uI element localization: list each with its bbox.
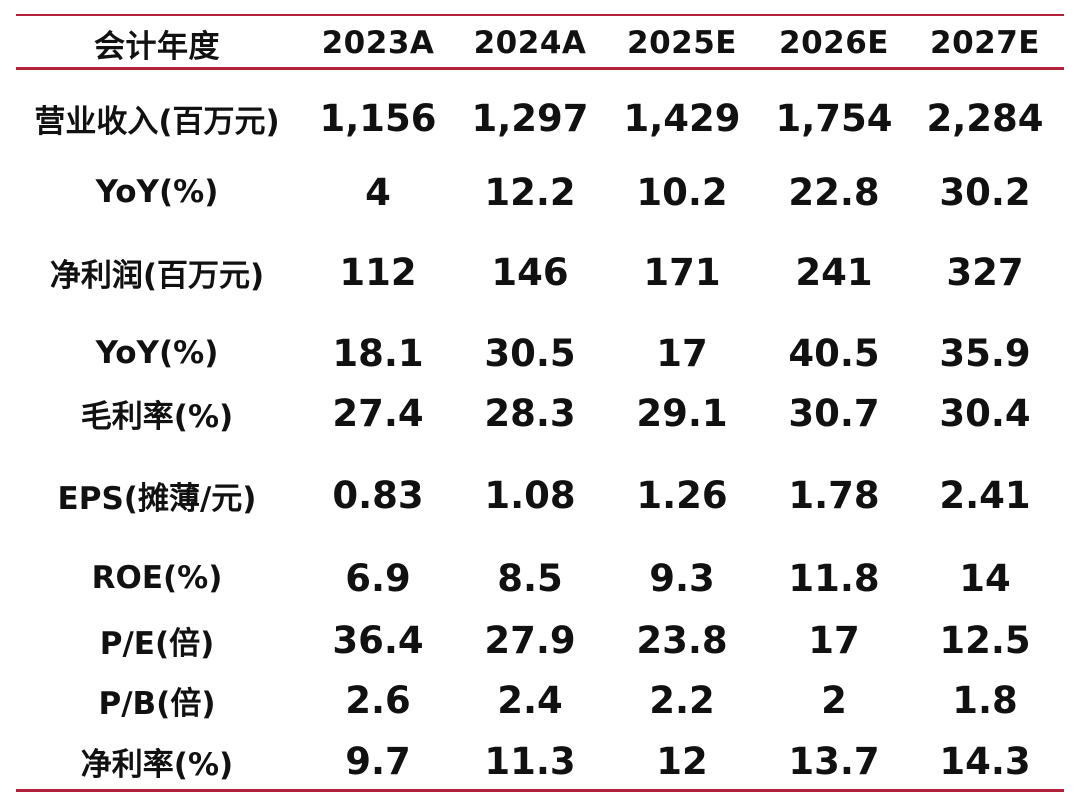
table-cell: 1.8 <box>952 678 1018 722</box>
table-cell: 10.2 <box>636 170 728 214</box>
table-row: YoY(%) 4 12.2 10.2 22.8 30.2 <box>16 162 1064 222</box>
table-cell: 27.9 <box>484 618 576 662</box>
table-cell: 1.08 <box>484 473 576 517</box>
table-cell: 17 <box>656 331 708 375</box>
table-cell: 22.8 <box>788 170 880 214</box>
table-cell: 1,754 <box>775 96 893 140</box>
row-label: 毛利率(%) <box>80 398 234 435</box>
bottom-rule <box>16 789 1064 792</box>
table-cell: 27.4 <box>332 391 424 435</box>
table-header-row: 会计年度 2023A 2024A 2025E 2026E 2027E <box>16 13 1064 73</box>
header-2027e: 2027E <box>930 25 1040 61</box>
row-label: YoY(%) <box>95 174 219 210</box>
table-cell: 1.26 <box>636 473 728 517</box>
table-cell: 171 <box>643 250 721 294</box>
table-cell: 1,156 <box>319 96 437 140</box>
table-row: 营业收入(百万元) 1,156 1,297 1,429 1,754 2,284 <box>16 88 1064 148</box>
table-cell: 2.6 <box>345 678 411 722</box>
table-cell: 2,284 <box>926 96 1044 140</box>
table-cell: 30.7 <box>788 391 880 435</box>
header-fiscal-year: 会计年度 <box>94 28 220 65</box>
table-cell: 4 <box>365 170 391 214</box>
row-label: 净利率(%) <box>80 746 234 783</box>
table-cell: 327 <box>946 250 1024 294</box>
table-cell: 30.4 <box>939 391 1031 435</box>
table-cell: 17 <box>808 618 860 662</box>
table-cell: 112 <box>339 250 417 294</box>
row-label: 营业收入(百万元) <box>34 103 280 140</box>
table-cell: 12.2 <box>484 170 576 214</box>
table-cell: 23.8 <box>636 618 728 662</box>
table-cell: 35.9 <box>939 331 1031 375</box>
table-row: YoY(%) 18.1 30.5 17 40.5 35.9 <box>16 323 1064 383</box>
table-cell: 11.8 <box>788 556 880 600</box>
header-2026e: 2026E <box>779 25 889 61</box>
table-cell: 6.9 <box>345 556 411 600</box>
table-cell: 146 <box>491 250 569 294</box>
table-cell: 2.4 <box>497 678 563 722</box>
table-cell: 2.41 <box>939 473 1031 517</box>
table-cell: 30.2 <box>939 170 1031 214</box>
table-cell: 2.2 <box>649 678 715 722</box>
table-cell: 40.5 <box>788 331 880 375</box>
table-row: EPS(摊薄/元) 0.83 1.08 1.26 1.78 2.41 <box>16 465 1064 525</box>
table-cell: 12.5 <box>939 618 1031 662</box>
table-cell: 29.1 <box>636 391 728 435</box>
table-cell: 14 <box>959 556 1011 600</box>
row-label: P/B(倍) <box>98 685 216 722</box>
table-cell: 1,297 <box>471 96 589 140</box>
table-cell: 13.7 <box>788 739 880 783</box>
table-cell: 9.7 <box>345 739 411 783</box>
header-rule <box>16 67 1064 70</box>
header-2024a: 2024A <box>473 25 587 61</box>
top-rule <box>16 14 1064 16</box>
table-row: P/B(倍) 2.6 2.4 2.2 2 1.8 <box>16 670 1064 730</box>
table-cell: 12 <box>656 739 708 783</box>
table-cell: 1.78 <box>788 473 880 517</box>
table-row: 净利率(%) 9.7 11.3 12 13.7 14.3 <box>16 731 1064 791</box>
row-label: YoY(%) <box>95 335 219 371</box>
table-cell: 2 <box>821 678 847 722</box>
table-row: ROE(%) 6.9 8.5 9.3 11.8 14 <box>16 548 1064 608</box>
table-cell: 18.1 <box>332 331 424 375</box>
table-row: 毛利率(%) 27.4 28.3 29.1 30.7 30.4 <box>16 383 1064 443</box>
header-2025e: 2025E <box>627 25 737 61</box>
table-cell: 1,429 <box>623 96 741 140</box>
row-label: EPS(摊薄/元) <box>57 480 257 517</box>
financial-forecast-table: 会计年度 2023A 2024A 2025E 2026E 2027E 营业收入(… <box>16 0 1064 808</box>
table-row: P/E(倍) 36.4 27.9 23.8 17 12.5 <box>16 610 1064 670</box>
row-label: 净利润(百万元) <box>49 257 265 294</box>
header-2023a: 2023A <box>321 25 435 61</box>
row-label: ROE(%) <box>91 560 223 596</box>
table-cell: 36.4 <box>332 618 424 662</box>
table-cell: 30.5 <box>484 331 576 375</box>
table-cell: 9.3 <box>649 556 715 600</box>
table-row: 净利润(百万元) 112 146 171 241 327 <box>16 242 1064 302</box>
table-cell: 8.5 <box>497 556 563 600</box>
table-cell: 241 <box>795 250 873 294</box>
table-cell: 11.3 <box>484 739 576 783</box>
table-cell: 0.83 <box>332 473 424 517</box>
table-cell: 28.3 <box>484 391 576 435</box>
row-label: P/E(倍) <box>99 625 215 662</box>
table-cell: 14.3 <box>939 739 1031 783</box>
